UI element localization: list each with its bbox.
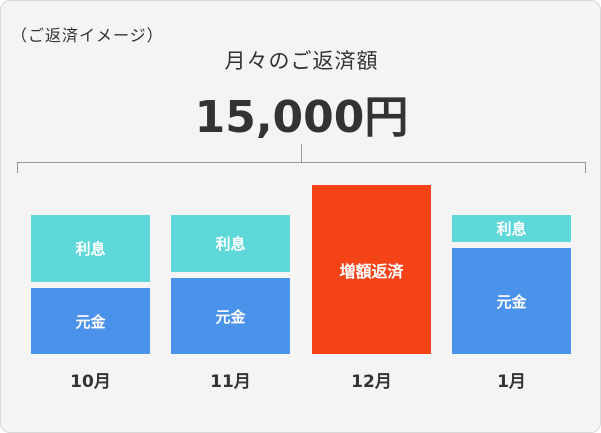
month-label-november: 11月 — [210, 372, 251, 392]
month-label-january: 1月 — [497, 372, 526, 392]
principal-block: 元金 — [452, 248, 571, 354]
december-column: 増額返済 — [312, 185, 431, 354]
january-column: 利息 元金 — [452, 215, 571, 354]
monthly-payment-caption: 月々のご返済額 — [224, 49, 379, 73]
interest-block: 利息 — [31, 215, 150, 282]
principal-block: 元金 — [31, 288, 150, 354]
month-label-december: 12月 — [351, 372, 392, 392]
bracket-connector — [17, 144, 586, 173]
principal-block: 元金 — [171, 278, 290, 354]
image-note: （ご返済イメージ） — [11, 26, 164, 45]
interest-block: 利息 — [171, 215, 290, 272]
monthly-payment-amount: 15,000円 — [194, 92, 409, 143]
october-column: 利息 元金 — [31, 215, 150, 354]
interest-block: 利息 — [452, 215, 571, 242]
month-label-october: 10月 — [70, 372, 111, 392]
november-column: 利息 元金 — [171, 215, 290, 354]
extra-payment-block: 増額返済 — [312, 185, 431, 354]
